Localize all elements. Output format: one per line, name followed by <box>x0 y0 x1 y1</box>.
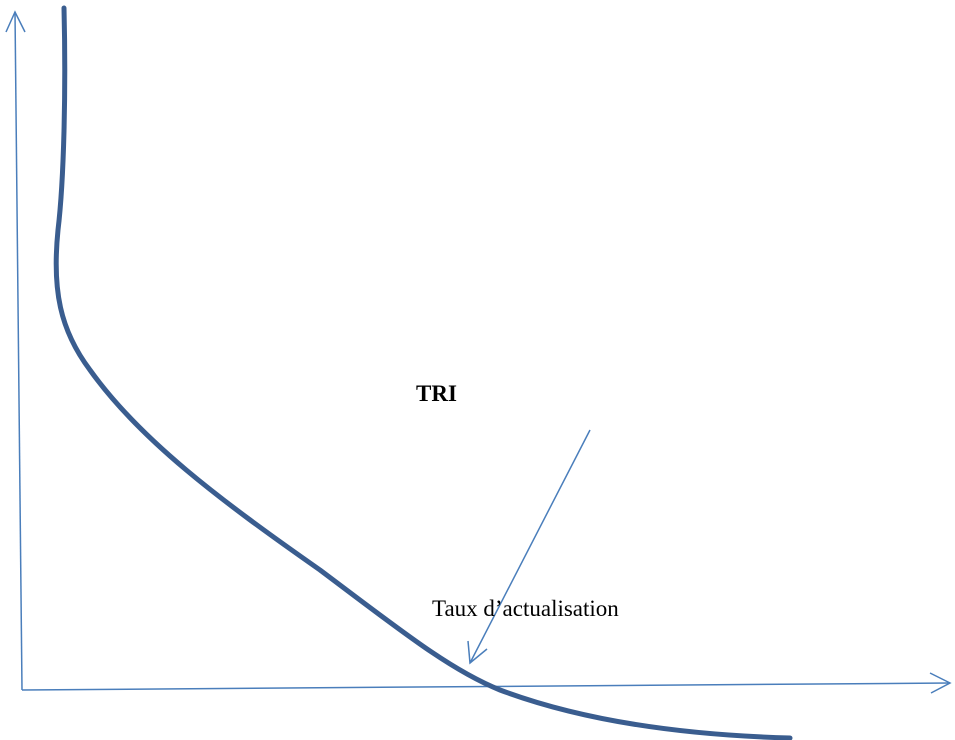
pointer-arrow <box>469 429 591 664</box>
y-axis-arrowhead <box>5 10 26 33</box>
x-axis-arrowhead <box>929 672 952 694</box>
x-axis-label: Taux d’actualisation <box>432 596 619 621</box>
y-axis <box>14 11 23 691</box>
curve-label: TRI <box>416 381 457 406</box>
pointer-arrowhead <box>467 640 488 665</box>
npv-curve <box>53 5 793 740</box>
